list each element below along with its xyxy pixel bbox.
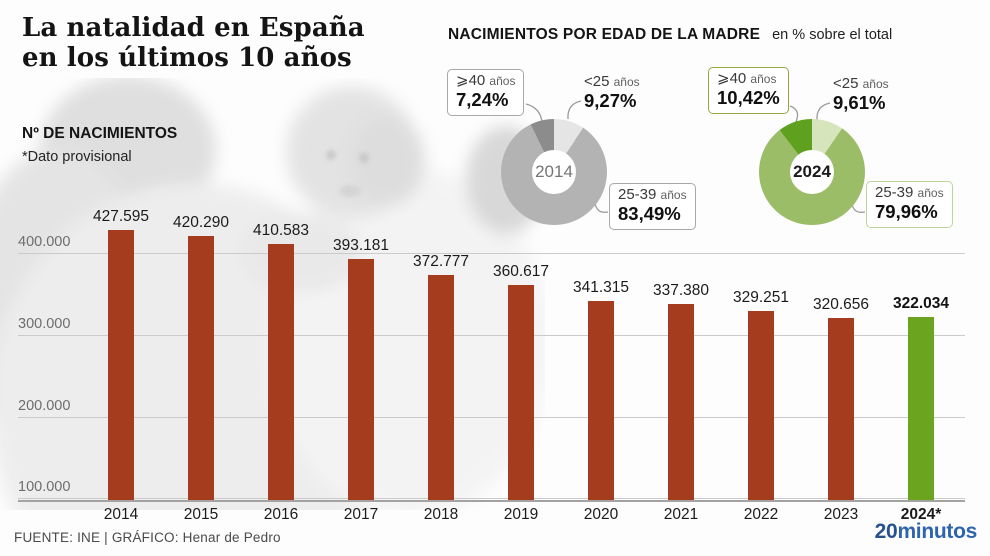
percentage-value: 10,42% (717, 86, 780, 108)
bar-value-2016: 410.583 (252, 222, 310, 240)
bar-group-2024*: 322.034 (876, 295, 966, 500)
bar-2021 (668, 304, 694, 500)
donut-callout-2014-⩾40-anos: ⩾40 años 7,24% (447, 69, 525, 116)
x-axis-tick-2020: 2020 (583, 506, 619, 523)
donut-callout-2024-25-39-anos: 25-39 años 79,96% (866, 181, 953, 228)
bar-2020 (588, 300, 614, 500)
bar-value-2018: 372.777 (412, 253, 470, 271)
x-axis-tick-2017: 2017 (343, 506, 379, 523)
donut-hole-2014 (532, 150, 576, 194)
bar-group-2015: 420.290 (156, 214, 246, 500)
bar-2016 (268, 244, 294, 500)
bar-value-2024*: 322.034 (892, 294, 950, 312)
gridline-200.000 (18, 416, 965, 418)
provisional-note: *Dato provisional (22, 149, 132, 165)
brand-logo-20minutos: 20minutos (874, 520, 978, 544)
age-unit-label: años (750, 72, 777, 86)
bar-2015 (188, 236, 214, 500)
donut-callout-2024-⩾40-anos: ⩾40 años 10,42% (708, 67, 789, 114)
x-axis-tick-2021: 2021 (663, 506, 699, 523)
bar-value-2015: 420.290 (172, 214, 230, 232)
bar-value-2022: 329.251 (732, 288, 790, 306)
bar-value-2014: 427.595 (92, 208, 150, 226)
brand-logo-20: 20 (874, 520, 898, 543)
bar-group-2018: 372.777 (396, 253, 486, 500)
donut-callout-2024-<25-anos: <25 años 9,61% (833, 75, 889, 114)
bar-2022 (748, 310, 774, 500)
gridline-400.000 (18, 253, 965, 254)
gridline-300.000 (18, 334, 965, 336)
bar-value-2023: 320.656 (812, 295, 870, 313)
brand-logo-minutos: minutos (897, 520, 977, 543)
donut-callout-2014-25-39-anos: 25-39 años 83,49% (609, 183, 696, 230)
donut-chart-2014: 2014 (501, 119, 607, 225)
bar-2023 (828, 317, 854, 500)
x-axis-tick-2023: 2023 (823, 506, 859, 523)
x-axis-tick-2019: 2019 (503, 506, 539, 523)
percentage-value: 9,61% (833, 91, 886, 113)
x-axis-line (18, 500, 965, 502)
age-unit-label: años (613, 75, 640, 89)
percentage-value: 79,96% (875, 200, 938, 222)
bar-2018 (428, 275, 454, 500)
age-range-label: 25-39 (875, 184, 918, 201)
bar-2024* (908, 316, 934, 500)
age-unit-label: años (489, 74, 516, 88)
bar-group-2014: 427.595 (76, 208, 166, 500)
y-axis-tick-200.000: 200.000 (18, 397, 71, 414)
bar-value-2020: 341.315 (572, 278, 630, 296)
page-title-line1: La natalidad en España (22, 13, 365, 43)
percentage-value: 7,24% (456, 88, 509, 110)
bar-group-2020: 341.315 (556, 279, 646, 500)
page-title: La natalidad en España en los últimos 10… (22, 13, 365, 73)
age-unit-label: años (862, 77, 889, 91)
source-credit: FUENTE: INE | GRÁFICO: Henar de Pedro (14, 530, 281, 545)
bar-group-2021: 337.380 (636, 282, 726, 500)
bar-group-2017: 393.181 (316, 237, 406, 500)
x-axis-tick-2016: 2016 (263, 506, 299, 523)
donut-year-label-2014: 2014 (535, 162, 573, 181)
age-unit-label: años (917, 186, 944, 200)
leader-line-2024-0 (816, 102, 831, 121)
bar-value-2019: 360.617 (492, 263, 550, 281)
y-axis-tick-400.000: 400.000 (18, 234, 71, 250)
bar-group-2016: 410.583 (236, 222, 326, 500)
bar-chart-title: Nº DE NACIMIENTOS (22, 125, 178, 142)
age-range-label: ⩾40 (717, 70, 751, 87)
age-range-label: ⩾40 (456, 72, 490, 89)
bar-value-2017: 393.181 (332, 236, 390, 254)
bar-group-2019: 360.617 (476, 263, 566, 500)
bar-group-2023: 320.656 (796, 296, 886, 500)
gridline-100.000 (18, 498, 965, 500)
bar-value-2021: 337.380 (652, 282, 710, 300)
donut-section-header: NACIMIENTOS POR EDAD DE LA MADRE en % so… (448, 26, 892, 44)
percentage-value: 9,27% (584, 89, 637, 111)
donut-chart-2024: 2024 (759, 119, 865, 225)
x-axis-tick-2022: 2022 (743, 506, 779, 523)
y-axis-tick-300.000: 300.000 (18, 315, 71, 332)
donut-year-label-2024: 2024 (793, 162, 831, 181)
donut-hole-2024 (790, 150, 834, 194)
page-title-line2: en los últimos 10 años (22, 43, 352, 74)
age-range-label: <25 (584, 73, 614, 90)
bar-2014 (108, 230, 134, 500)
x-axis-tick-2014: 2014 (103, 506, 139, 523)
age-unit-label: años (660, 188, 687, 202)
leader-line-2014-0 (567, 100, 582, 120)
donut-section-title: NACIMIENTOS POR EDAD DE LA MADRE (448, 26, 761, 43)
bar-2017 (348, 258, 374, 500)
bar-group-2022: 329.251 (716, 289, 806, 500)
age-range-label: <25 (833, 75, 863, 92)
bar-2019 (508, 285, 534, 500)
y-axis-tick-100.000: 100.000 (18, 479, 71, 496)
percentage-value: 83,49% (618, 202, 681, 224)
age-range-label: 25-39 (618, 186, 661, 203)
x-axis-tick-2024*: 2024* (900, 506, 942, 523)
x-axis-tick-2015: 2015 (183, 506, 219, 523)
x-axis-tick-2018: 2018 (423, 506, 459, 523)
donut-section-subtitle: en % sobre el total (772, 27, 893, 43)
donut-callout-2014-<25-anos: <25 años 9,27% (584, 73, 640, 112)
